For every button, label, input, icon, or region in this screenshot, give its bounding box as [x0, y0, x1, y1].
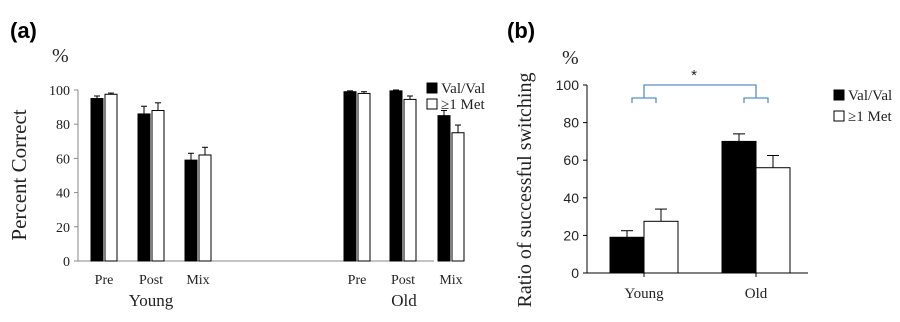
x-tick-label: Post — [391, 273, 415, 288]
group-label-young: Young — [129, 291, 174, 310]
y-tick-label: 80 — [56, 118, 70, 133]
y-tick-label: 40 — [56, 187, 70, 202]
x-tick-label: Mix — [439, 273, 462, 288]
legend-swatch-met-b — [834, 111, 844, 121]
bar-met — [644, 221, 678, 273]
legend-swatch-valval — [427, 83, 437, 93]
y-tick-label: 40 — [563, 190, 579, 206]
bar-valval — [138, 114, 150, 261]
main-bracket — [644, 85, 756, 98]
bar-valval — [185, 160, 197, 261]
x-tick-label-young: Young — [624, 286, 664, 302]
bar-met — [199, 155, 211, 261]
panel-a-label: (a) — [10, 18, 37, 43]
legend-swatch-valval-b — [834, 90, 844, 100]
bar-valval — [390, 91, 402, 261]
bar-met — [105, 94, 117, 261]
bar-valval — [91, 99, 103, 261]
bar-valval — [610, 237, 644, 273]
panel-a-legend: Val/Val ≥1 Met — [427, 81, 485, 113]
significance-star: * — [691, 67, 697, 84]
y-tick-label: 20 — [563, 227, 579, 243]
x-tick-label: Pre — [95, 273, 114, 288]
bar-met — [756, 168, 790, 273]
y-tick-label: 60 — [56, 152, 70, 167]
panel-b-unit: % — [562, 47, 579, 69]
group-label-old: Old — [391, 291, 417, 310]
bar-met — [404, 99, 416, 261]
y-tick-label: 100 — [556, 77, 580, 93]
bar-met — [152, 111, 164, 261]
y-tick-label: 0 — [63, 255, 70, 270]
legend-label-met: ≥1 Met — [441, 97, 485, 113]
legend-label-valval-b: Val/Val — [848, 88, 892, 104]
x-tick-label: Post — [139, 273, 163, 288]
panel-a-bars — [91, 90, 464, 261]
legend-label-met-b: ≥1 Met — [848, 109, 892, 125]
panel-b: (b) % Ratio of successful switching 0 20 4… — [507, 18, 892, 307]
x-tick-label: Pre — [348, 273, 367, 288]
panel-b-label: (b) — [507, 18, 535, 43]
panel-a-axes — [74, 90, 434, 261]
panel-b-bars — [610, 134, 790, 273]
sub-bracket — [744, 98, 768, 103]
bar-met — [452, 133, 464, 261]
legend-label-valval: Val/Val — [441, 81, 485, 97]
panel-a-unit: % — [52, 45, 69, 67]
panel-a-ylabel: Percent Correct — [7, 109, 31, 240]
bar-valval — [438, 116, 450, 261]
panel-b-legend: Val/Val ≥1 Met — [834, 88, 892, 125]
bar-valval — [344, 92, 356, 261]
panel-a: (a) % Percent Correct 0 20 40 60 80 100 Pre Pos… — [7, 18, 485, 310]
sub-bracket — [632, 98, 656, 103]
y-tick-label: 80 — [563, 115, 579, 131]
y-tick-label: 20 — [56, 221, 70, 236]
bar-met — [358, 93, 370, 261]
significance-bracket: * — [632, 67, 768, 103]
x-tick-label-old: Old — [745, 286, 768, 302]
legend-swatch-met — [427, 99, 437, 109]
y-tick-label: 60 — [563, 152, 579, 168]
y-tick-label: 0 — [571, 265, 579, 281]
x-tick-label: Mix — [186, 273, 209, 288]
panel-b-ylabel: Ratio of successful switching — [514, 73, 536, 308]
bar-valval — [722, 141, 756, 273]
y-tick-label: 100 — [49, 84, 70, 99]
